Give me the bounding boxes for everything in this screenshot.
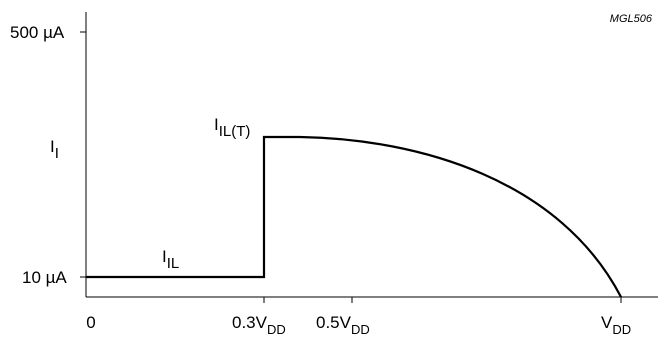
- x-tick-label-vdd: VDD: [601, 313, 631, 337]
- y-tick-label-500: 500 µA: [10, 23, 65, 42]
- x-tick-label-0: 0: [86, 313, 95, 332]
- series-line: [86, 135, 622, 298]
- annotation-i-il: IIL: [162, 247, 179, 272]
- y-axis-label: II: [50, 137, 59, 162]
- x-tick-label-0.3vdd: 0.3VDD: [232, 313, 286, 337]
- x-tick-label-0.5vdd: 0.5VDD: [316, 313, 370, 337]
- figure-code: MGL506: [610, 13, 653, 25]
- y-tick-label-10: 10 µA: [22, 268, 67, 287]
- annotation-i-il-t: IIL(T): [214, 115, 250, 140]
